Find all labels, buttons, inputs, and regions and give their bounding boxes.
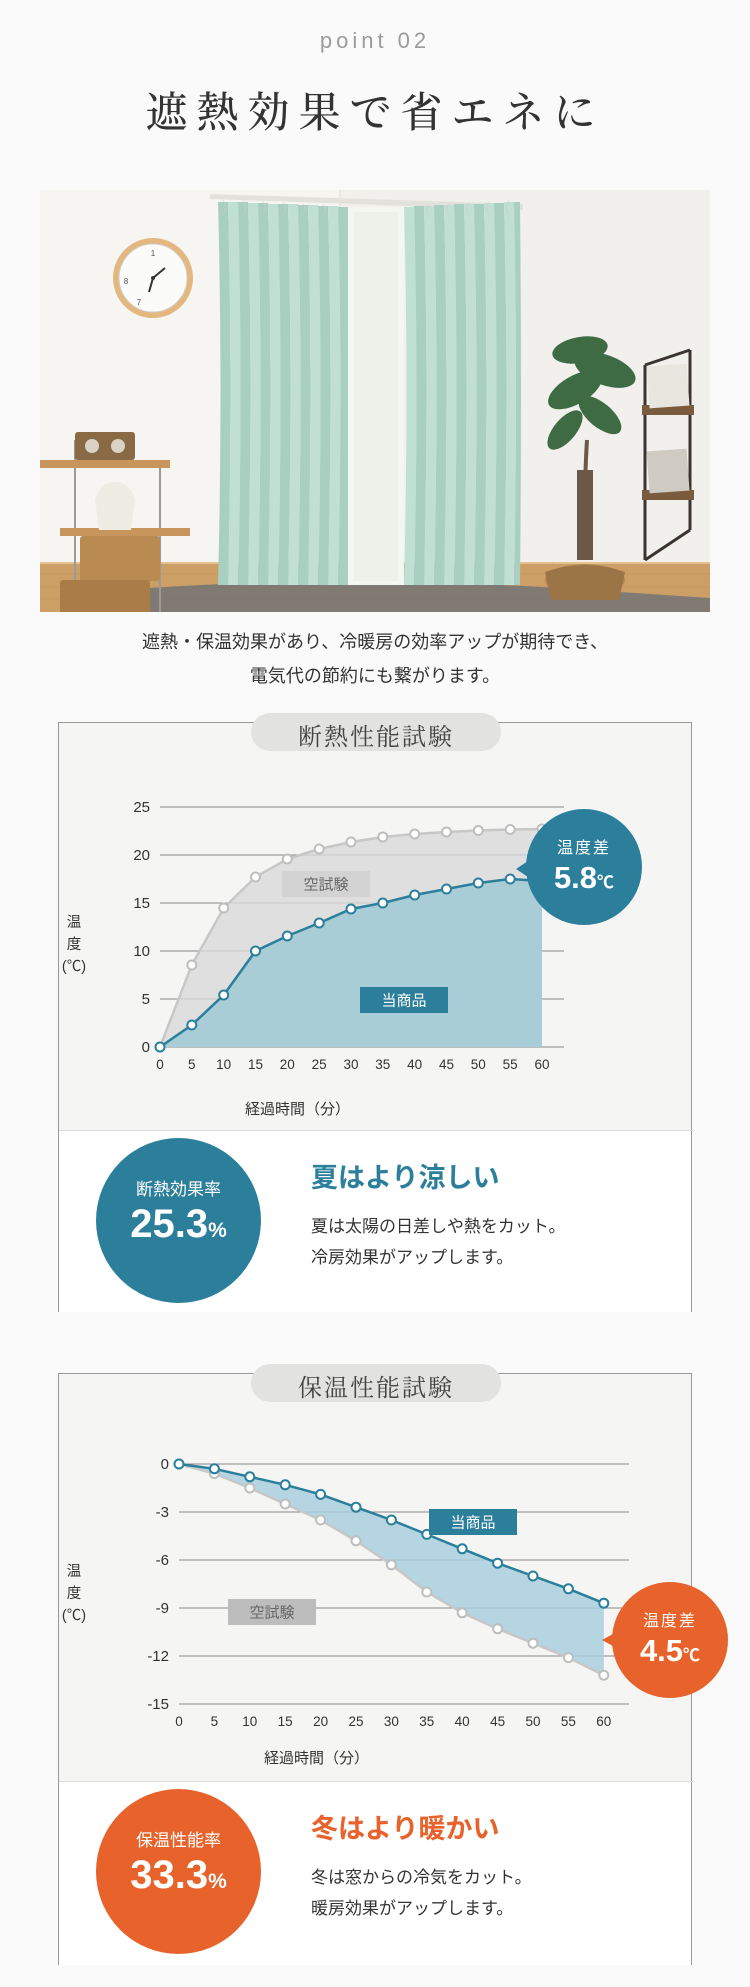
svg-text:30: 30 bbox=[384, 1714, 399, 1729]
svg-text:45: 45 bbox=[490, 1714, 505, 1729]
svg-text:-12: -12 bbox=[147, 1648, 169, 1665]
svg-text:40: 40 bbox=[407, 1057, 422, 1072]
svg-text:当商品: 当商品 bbox=[450, 1515, 495, 1532]
svg-text:5: 5 bbox=[211, 1714, 219, 1729]
svg-text:15: 15 bbox=[133, 895, 150, 912]
svg-text:50: 50 bbox=[471, 1057, 486, 1072]
svg-text:10: 10 bbox=[133, 943, 150, 960]
svg-text:1: 1 bbox=[151, 249, 156, 258]
svg-text:25: 25 bbox=[133, 799, 150, 816]
svg-text:当商品: 当商品 bbox=[381, 993, 426, 1010]
svg-text:10: 10 bbox=[242, 1714, 257, 1729]
svg-text:40: 40 bbox=[455, 1714, 470, 1729]
svg-text:35: 35 bbox=[375, 1057, 390, 1072]
svg-text:0: 0 bbox=[142, 1039, 150, 1056]
svg-text:55: 55 bbox=[561, 1714, 576, 1729]
svg-text:20: 20 bbox=[313, 1714, 328, 1729]
svg-text:空試験: 空試験 bbox=[249, 1605, 294, 1622]
svg-text:55: 55 bbox=[503, 1057, 518, 1072]
svg-text:45: 45 bbox=[439, 1057, 454, 1072]
svg-text:0: 0 bbox=[175, 1714, 183, 1729]
svg-text:20: 20 bbox=[280, 1057, 295, 1072]
svg-text:25: 25 bbox=[312, 1057, 327, 1072]
svg-text:25: 25 bbox=[348, 1714, 363, 1729]
svg-text:60: 60 bbox=[596, 1714, 611, 1729]
svg-text:空試験: 空試験 bbox=[303, 877, 348, 894]
svg-text:5: 5 bbox=[142, 991, 150, 1008]
svg-text:30: 30 bbox=[343, 1057, 358, 1072]
svg-text:-3: -3 bbox=[156, 1504, 169, 1521]
svg-text:0: 0 bbox=[156, 1057, 164, 1072]
svg-text:15: 15 bbox=[248, 1057, 263, 1072]
svg-text:15: 15 bbox=[278, 1714, 293, 1729]
svg-text:-6: -6 bbox=[156, 1552, 169, 1569]
svg-text:8: 8 bbox=[124, 277, 129, 286]
svg-text:5: 5 bbox=[188, 1057, 196, 1072]
svg-text:50: 50 bbox=[525, 1714, 540, 1729]
svg-text:-9: -9 bbox=[156, 1600, 169, 1617]
svg-text:20: 20 bbox=[133, 847, 150, 864]
svg-text:60: 60 bbox=[534, 1057, 549, 1072]
svg-text:7: 7 bbox=[137, 298, 142, 307]
svg-text:35: 35 bbox=[419, 1714, 434, 1729]
svg-text:0: 0 bbox=[161, 1456, 169, 1473]
svg-text:10: 10 bbox=[216, 1057, 231, 1072]
svg-text:-15: -15 bbox=[147, 1696, 169, 1713]
